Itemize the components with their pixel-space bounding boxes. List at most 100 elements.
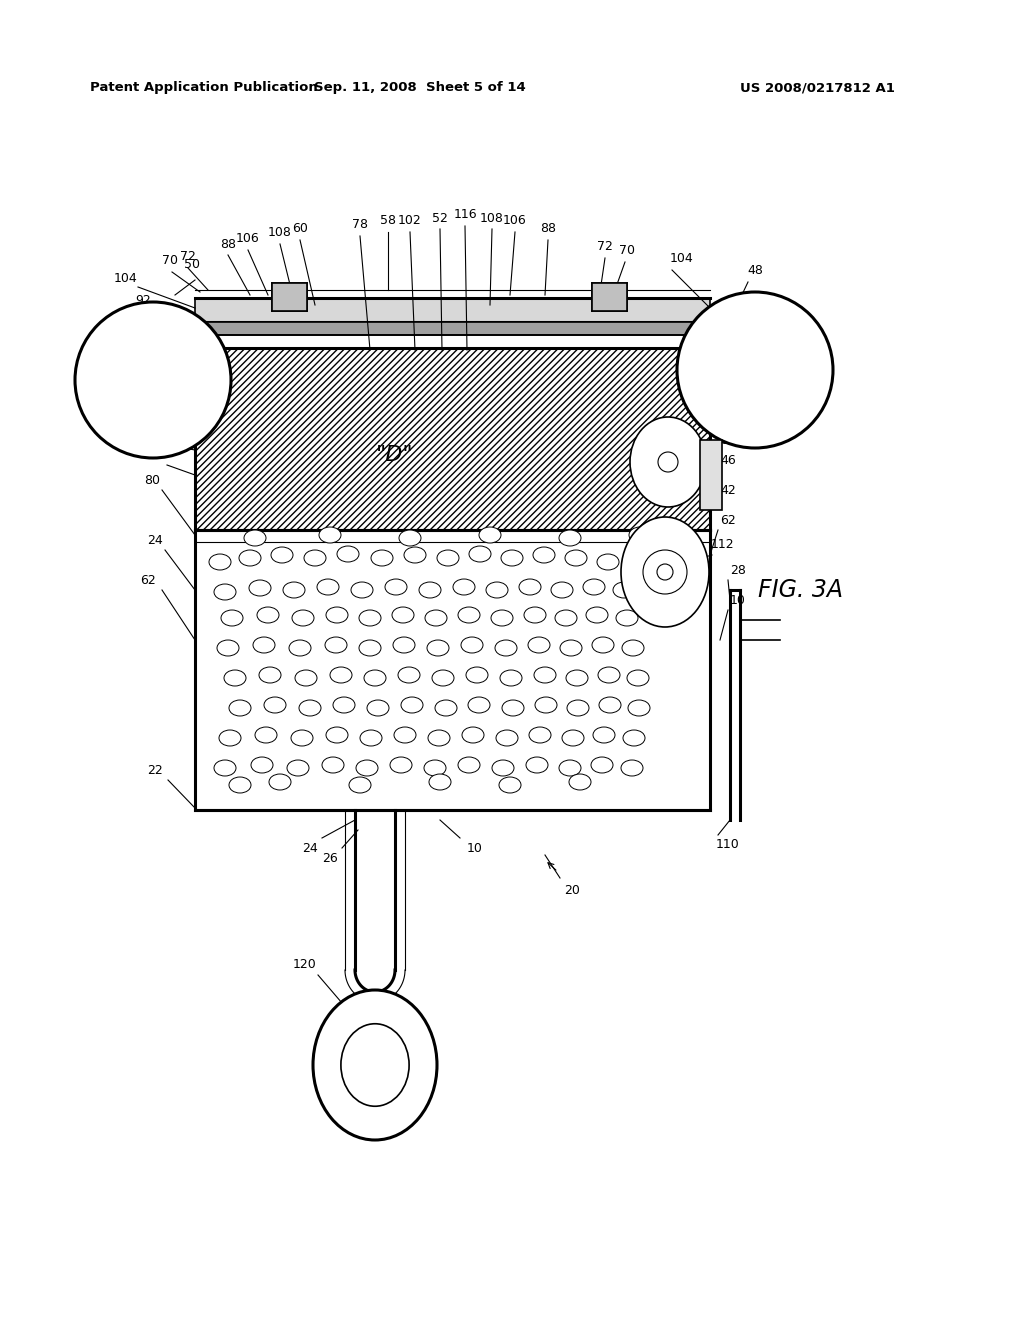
Text: 92: 92 [744,293,760,306]
Ellipse shape [249,579,271,597]
Ellipse shape [492,760,514,776]
Ellipse shape [322,756,344,774]
Ellipse shape [490,610,513,626]
Text: 52: 52 [432,211,447,224]
Ellipse shape [398,667,420,682]
Ellipse shape [461,638,483,653]
Text: 24: 24 [147,533,163,546]
Ellipse shape [295,671,317,686]
Ellipse shape [214,760,236,776]
Ellipse shape [325,638,347,653]
Ellipse shape [330,667,352,682]
Text: Patent Application Publication: Patent Application Publication [90,82,317,95]
Text: 110: 110 [716,838,740,851]
Text: 106: 106 [237,232,260,246]
Ellipse shape [424,760,446,776]
Ellipse shape [304,550,326,566]
Ellipse shape [287,760,309,776]
Text: 104: 104 [670,252,694,265]
Ellipse shape [229,777,251,793]
Ellipse shape [317,579,339,595]
Ellipse shape [621,760,643,776]
Ellipse shape [404,546,426,564]
Ellipse shape [425,610,447,626]
Ellipse shape [359,640,381,656]
Text: 72: 72 [180,251,196,264]
Bar [195,322,710,335]
Text: 64: 64 [720,363,736,376]
Ellipse shape [427,640,449,656]
Ellipse shape [560,640,582,656]
Ellipse shape [469,546,490,562]
Ellipse shape [466,667,488,682]
Ellipse shape [613,582,635,598]
Text: 108: 108 [480,211,504,224]
Ellipse shape [627,671,649,686]
Ellipse shape [255,727,278,743]
Ellipse shape [567,700,589,715]
Text: 104: 104 [114,272,138,285]
Ellipse shape [341,1024,410,1106]
Bar [272,282,307,312]
Ellipse shape [360,730,382,746]
Ellipse shape [453,579,475,595]
Text: 60: 60 [292,223,308,235]
Ellipse shape [534,546,555,564]
Ellipse shape [593,727,615,743]
Bar [195,298,710,322]
Ellipse shape [313,990,437,1140]
Ellipse shape [623,730,645,746]
Text: 10: 10 [730,594,745,606]
Text: 24: 24 [302,842,317,854]
Ellipse shape [535,697,557,713]
Ellipse shape [597,554,618,570]
Ellipse shape [616,610,638,626]
Text: 70: 70 [618,244,635,257]
Ellipse shape [458,607,480,623]
Ellipse shape [359,610,381,626]
Ellipse shape [392,607,414,623]
Text: 92: 92 [135,293,151,306]
Text: 46: 46 [720,454,736,466]
Ellipse shape [583,579,605,595]
Ellipse shape [390,756,412,774]
Ellipse shape [219,730,241,746]
Ellipse shape [289,640,311,656]
Text: 40: 40 [144,408,160,421]
Ellipse shape [429,774,451,789]
Ellipse shape [591,756,613,774]
Ellipse shape [524,607,546,623]
Ellipse shape [496,730,518,746]
Text: "D": "D" [376,445,414,465]
Ellipse shape [627,552,649,568]
Text: 42: 42 [150,429,165,441]
Ellipse shape [326,607,348,623]
Ellipse shape [385,579,407,595]
Text: FIG. 3A: FIG. 3A [758,578,843,602]
Ellipse shape [526,756,548,774]
Text: 88: 88 [220,238,236,251]
Ellipse shape [264,697,286,713]
Ellipse shape [221,610,243,626]
Text: 28: 28 [730,564,745,577]
Ellipse shape [367,700,389,715]
Ellipse shape [333,697,355,713]
Text: 112: 112 [711,539,734,552]
Ellipse shape [428,730,450,746]
Ellipse shape [528,638,550,653]
Ellipse shape [629,527,651,543]
Ellipse shape [462,727,484,743]
Ellipse shape [269,774,291,789]
Text: 62: 62 [140,573,156,586]
Ellipse shape [519,579,541,595]
Text: 58: 58 [380,214,396,227]
Ellipse shape [458,756,480,774]
Ellipse shape [599,697,621,713]
Ellipse shape [271,546,293,564]
Ellipse shape [217,640,239,656]
Text: 20: 20 [564,883,580,896]
Text: 106: 106 [503,214,527,227]
Ellipse shape [432,671,454,686]
Ellipse shape [229,700,251,715]
Text: 50: 50 [184,259,200,272]
